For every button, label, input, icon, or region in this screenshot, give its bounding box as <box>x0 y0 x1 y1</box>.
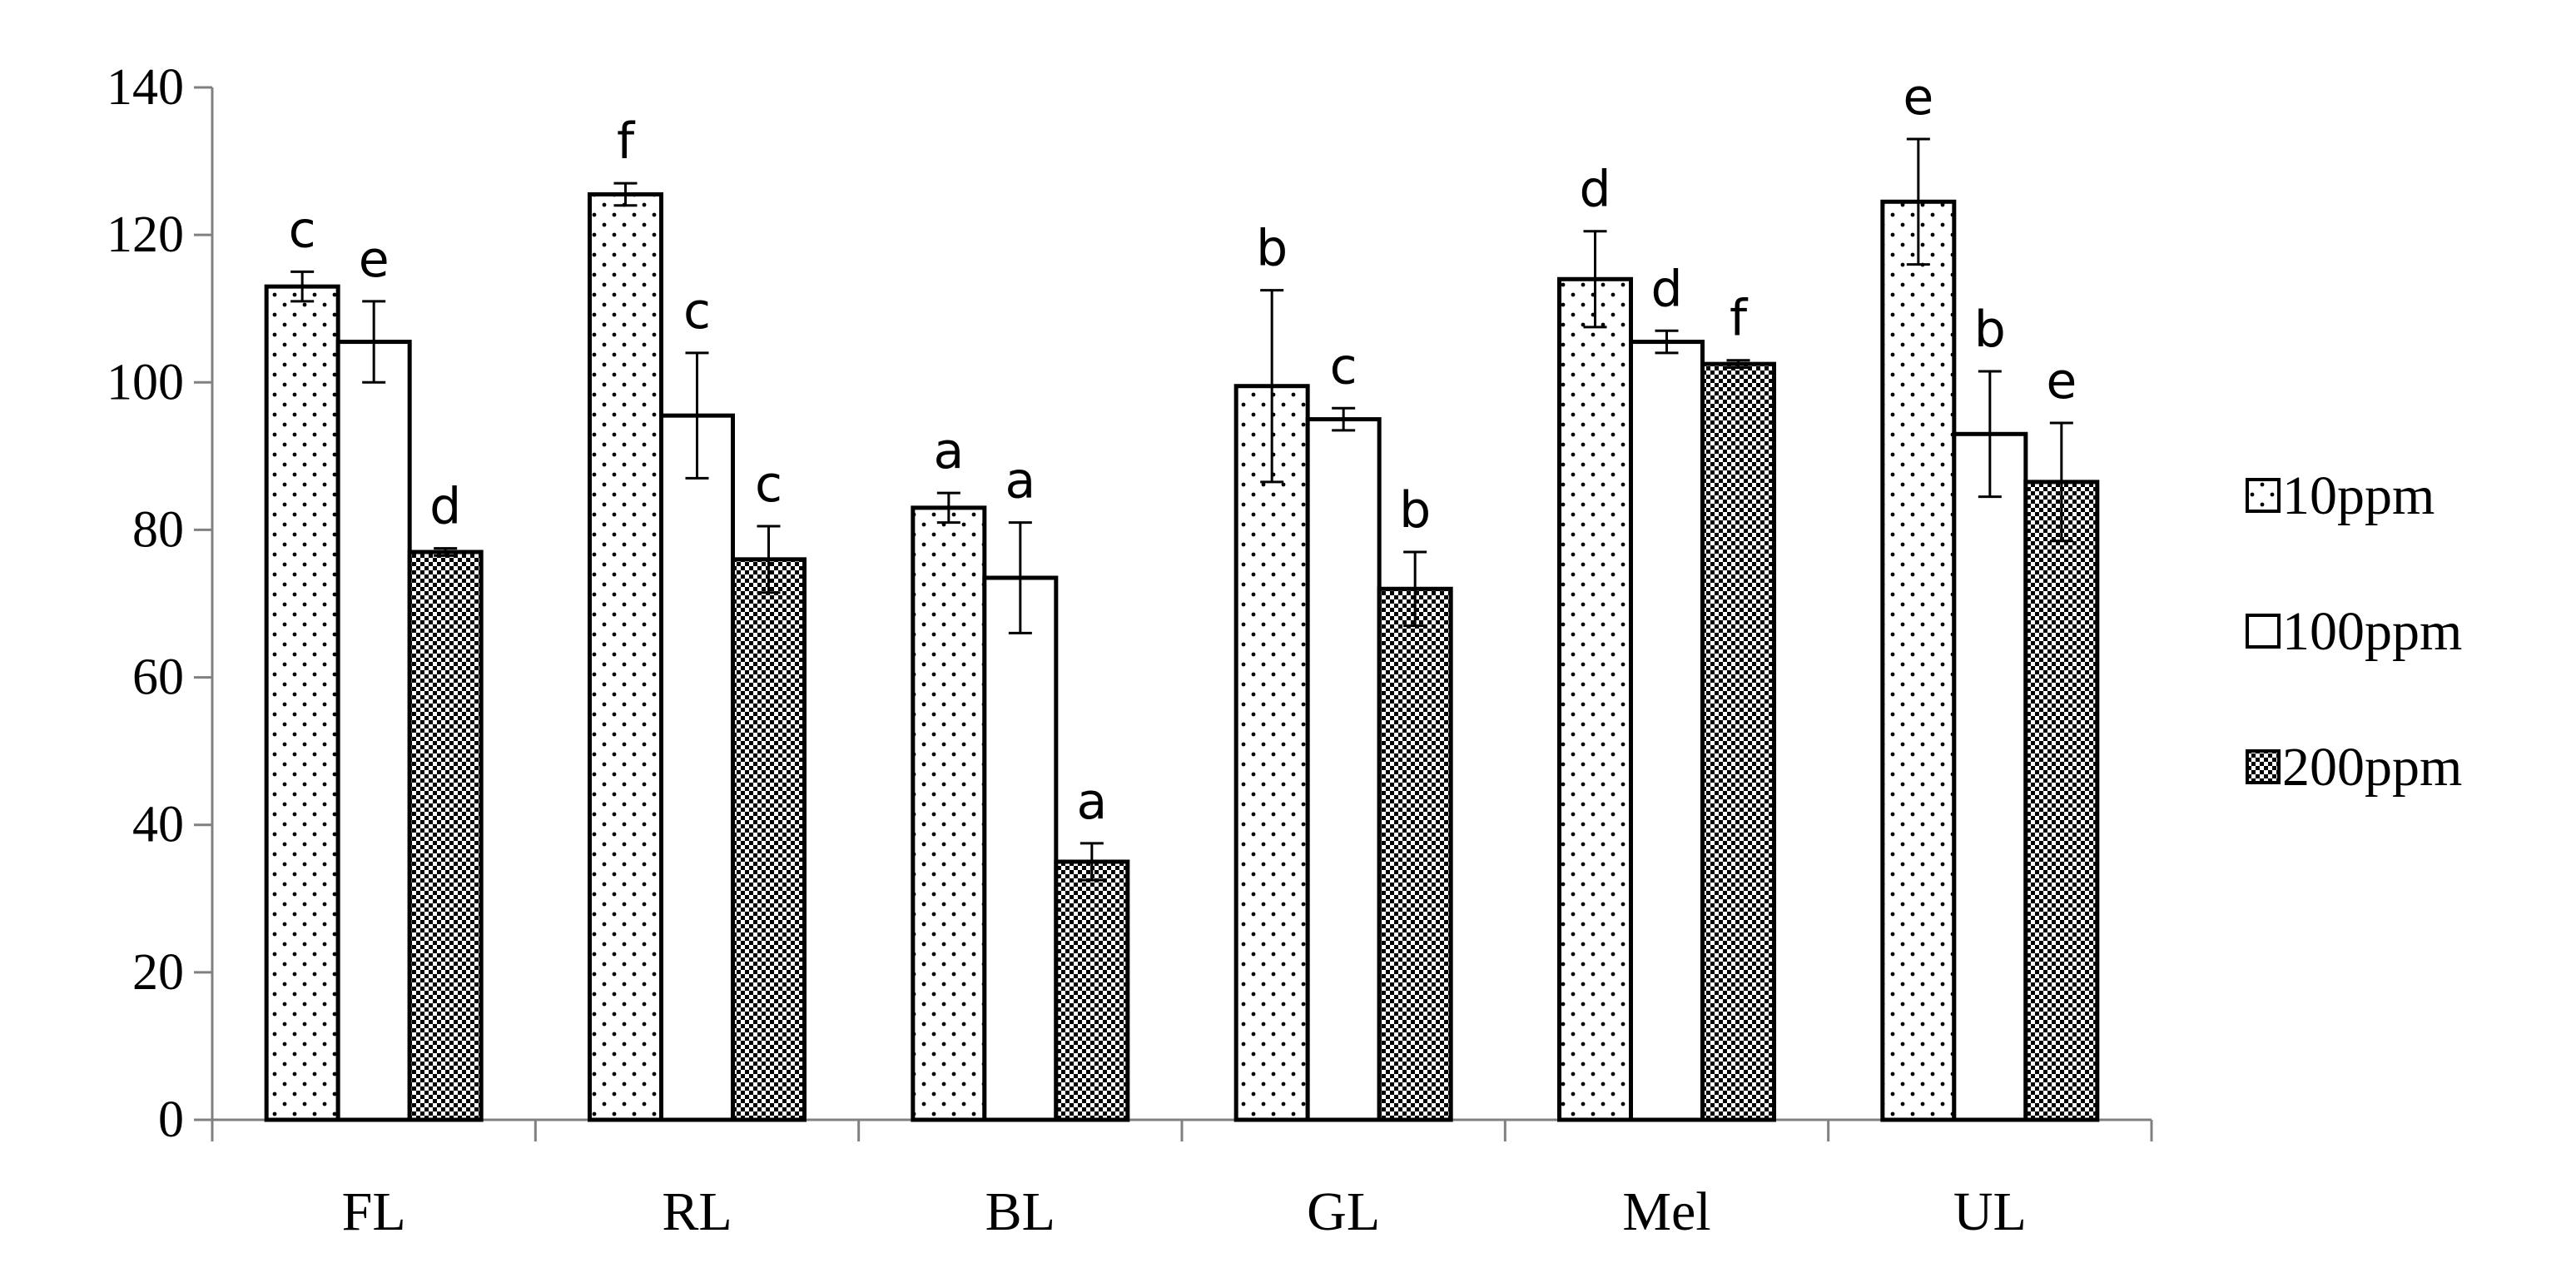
significance-label: e <box>1903 68 1933 127</box>
legend-swatch <box>2246 614 2281 649</box>
significance-label: b <box>1256 220 1288 278</box>
significance-label: b <box>1399 481 1431 540</box>
significance-label: e <box>359 231 390 289</box>
bar <box>1700 361 1776 1122</box>
significance-label: d <box>1650 260 1682 318</box>
significance-label: a <box>1005 452 1035 510</box>
y-tick-label: 120 <box>107 206 184 263</box>
bar <box>1880 199 1957 1122</box>
significance-label: a <box>933 422 964 480</box>
x-tick-label: BL <box>985 1181 1055 1242</box>
bars <box>264 137 2100 1122</box>
bar <box>1629 340 1705 1122</box>
x-tick-label: UL <box>1953 1181 2027 1242</box>
bar <box>335 340 412 1122</box>
significance-label: d <box>1579 161 1611 219</box>
significance-label: c <box>755 455 782 514</box>
y-tick-label: 60 <box>132 649 184 706</box>
significance-label: a <box>1076 773 1107 831</box>
x-tick-label: GL <box>1307 1181 1380 1242</box>
legend-label: 10ppm <box>2282 465 2435 526</box>
significance-label: f <box>1730 290 1749 348</box>
bar <box>407 549 484 1122</box>
bar <box>731 557 807 1122</box>
legend-swatch <box>2246 749 2281 784</box>
bar <box>659 413 735 1122</box>
y-tick-label: 100 <box>107 354 184 410</box>
y-tick-label: 20 <box>132 944 184 1001</box>
bar <box>1233 384 1310 1122</box>
y-tick-label: 0 <box>158 1091 184 1148</box>
y-tick-label: 80 <box>132 501 184 558</box>
significance-label: b <box>1974 301 2006 359</box>
bar <box>1054 859 1130 1122</box>
legend-label: 100ppm <box>2282 601 2462 662</box>
significance-label: f <box>617 112 636 171</box>
significance-label: e <box>2046 352 2077 410</box>
legend-swatch <box>2246 478 2281 513</box>
bar <box>588 191 663 1122</box>
significance-label: c <box>289 201 316 259</box>
y-tick-label: 40 <box>132 797 184 853</box>
y-tick-label: 140 <box>107 59 184 116</box>
significance-label: c <box>1330 337 1357 395</box>
bar <box>1557 276 1633 1122</box>
legend-label: 200ppm <box>2282 737 2462 798</box>
bar <box>1377 586 1453 1122</box>
axes: 0 20 40 60 80 100 120 140 FL RL BL GL Mel UL <box>107 59 2153 1242</box>
legend: 10ppm 100ppm 200ppm <box>2246 465 2462 798</box>
bar <box>911 505 987 1122</box>
bar <box>1952 431 2028 1122</box>
x-tick-label: Mel <box>1622 1181 1710 1242</box>
bar <box>1305 417 1382 1122</box>
bar <box>264 284 340 1122</box>
significance-label: d <box>429 478 461 536</box>
x-tick-label: FL <box>342 1181 406 1242</box>
x-tick-label: RL <box>662 1181 732 1242</box>
bar <box>2023 480 2100 1122</box>
significance-label: c <box>683 282 711 341</box>
bar <box>982 575 1059 1122</box>
